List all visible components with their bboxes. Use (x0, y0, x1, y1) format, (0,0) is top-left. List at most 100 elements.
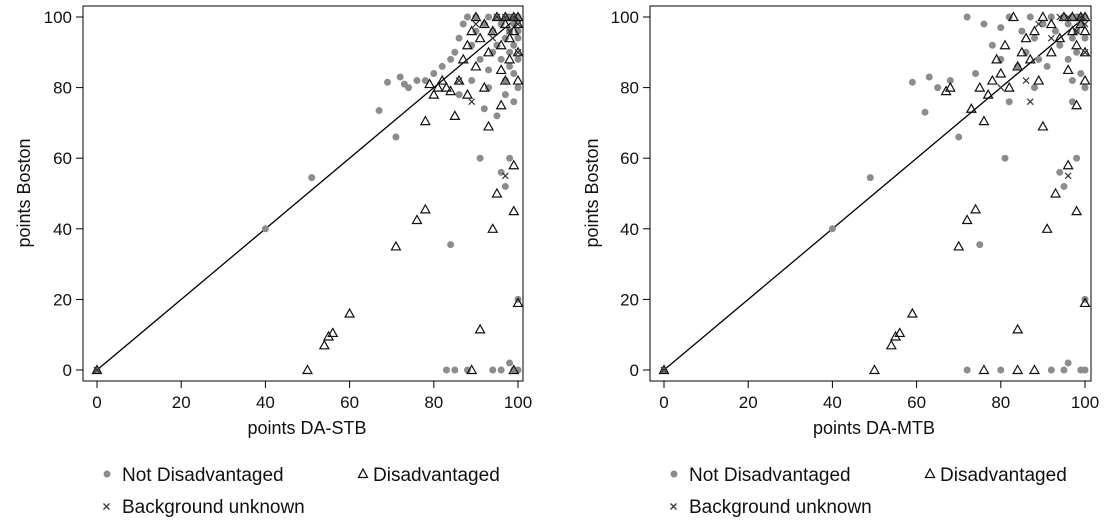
point-disadvantaged (999, 39, 1011, 50)
point-not-disadvantaged (396, 73, 404, 81)
point-not-disadvantaged (506, 359, 514, 367)
point-not-disadvantaged (1064, 20, 1072, 28)
point-disadvantaged (461, 88, 474, 99)
point-disadvantaged (1020, 32, 1032, 43)
point-background-unknown (501, 13, 509, 21)
point-disadvantaged (512, 18, 524, 29)
point-disadvantaged (906, 307, 918, 318)
point-not-disadvantaged (1081, 34, 1089, 42)
point-not-disadvantaged (1081, 84, 1089, 92)
point-background-unknown (1081, 48, 1089, 56)
point-disadvantaged (432, 81, 444, 92)
point-disadvantaged (1028, 25, 1041, 36)
point-not-disadvantaged (1064, 55, 1072, 63)
point-disadvantaged (1012, 364, 1024, 375)
legend-marker-background-unknown (670, 503, 677, 510)
point-disadvantaged (991, 53, 1003, 64)
x-tick-label: 20 (739, 393, 758, 412)
point-disadvantaged (953, 240, 965, 251)
point-not-disadvantaged (451, 366, 459, 374)
point-disadvantaged (504, 53, 516, 64)
point-not-disadvantaged (1060, 366, 1068, 374)
y-tick-label: 100 (44, 8, 72, 27)
point-not-disadvantaged (1001, 154, 1009, 162)
point-disadvantaged (1012, 60, 1024, 71)
point-not-disadvantaged (980, 20, 988, 28)
point-disadvantaged (1054, 32, 1066, 43)
point-not-disadvantaged (463, 366, 471, 374)
point-disadvantaged (1045, 46, 1057, 57)
x-tick-label: 40 (256, 393, 275, 412)
point-disadvantaged (1075, 18, 1087, 29)
point-not-disadvantaged (438, 62, 446, 70)
marks-left (91, 11, 524, 375)
point-disadvantaged (1062, 159, 1074, 170)
point-not-disadvantaged (480, 105, 488, 113)
point-not-disadvantaged (501, 91, 509, 99)
point-disadvantaged (91, 364, 103, 375)
point-not-disadvantaged (497, 20, 505, 28)
legend-label-not-disadvantaged: Not Disadvantaged (122, 465, 284, 486)
point-disadvantaged (466, 364, 478, 375)
point-not-disadvantaged (510, 41, 518, 49)
point-not-disadvantaged (497, 366, 505, 374)
point-not-disadvantaged (506, 154, 514, 162)
point-background-unknown (1026, 98, 1034, 106)
x-tick-label: 40 (823, 393, 842, 412)
point-background-unknown (660, 366, 668, 374)
legend-marker-not-disadvantaged (103, 470, 111, 478)
point-disadvantaged (499, 11, 511, 22)
point-disadvantaged (1058, 11, 1070, 22)
point-background-unknown (506, 27, 514, 35)
point-background-unknown (1064, 172, 1072, 180)
x-tick-label: 0 (92, 393, 101, 412)
point-not-disadvantaged (510, 69, 518, 77)
point-disadvantaged (965, 103, 977, 113)
point-disadvantaged (487, 223, 499, 233)
point-not-disadvantaged (447, 241, 455, 249)
legend-marker-background-unknown (103, 503, 110, 510)
point-not-disadvantaged (472, 27, 480, 35)
point-disadvantaged (986, 74, 998, 85)
point-background-unknown (514, 20, 522, 28)
point-disadvantaged (470, 11, 482, 22)
point-not-disadvantaged (455, 34, 463, 42)
point-not-disadvantaged (451, 48, 459, 56)
point-not-disadvantaged (1047, 13, 1055, 21)
point-not-disadvantaged (925, 73, 933, 81)
xticks-left: 0 20 40 60 80 100 (92, 381, 532, 412)
point-not-disadvantaged (514, 27, 522, 35)
point-disadvantaged (1016, 46, 1028, 57)
point-not-disadvantaged (493, 41, 501, 49)
point-not-disadvantaged (489, 366, 497, 374)
x-tick-label: 80 (424, 393, 443, 412)
point-not-disadvantaged (468, 77, 476, 85)
point-not-disadvantaged (997, 55, 1005, 63)
point-not-disadvantaged (1068, 77, 1076, 85)
point-disadvantaged (491, 11, 503, 22)
reference-line-45deg (663, 16, 1086, 371)
point-disadvantaged (1007, 11, 1019, 22)
y-tick-label: 20 (620, 290, 639, 309)
point-background-unknown (93, 366, 101, 374)
point-disadvantaged (474, 32, 486, 43)
point-disadvantaged (512, 74, 524, 85)
point-disadvantaged (466, 25, 478, 36)
point-disadvantaged (1066, 11, 1078, 22)
point-not-disadvantaged (497, 55, 505, 63)
point-disadvantaged (318, 339, 330, 350)
y-tick-label: 80 (53, 79, 72, 98)
point-not-disadvantaged (934, 84, 942, 92)
point-disadvantaged (508, 205, 520, 216)
point-disadvantaged (301, 364, 314, 375)
point-not-disadvantaged (468, 41, 476, 49)
point-background-unknown (1064, 13, 1072, 21)
point-disadvantaged (487, 25, 499, 36)
point-disadvantaged (995, 67, 1007, 78)
point-disadvantaged (982, 88, 994, 99)
point-not-disadvantaged (988, 41, 996, 49)
point-not-disadvantaged (476, 55, 484, 63)
plot-frame-right (649, 5, 1092, 382)
point-disadvantaged (449, 110, 461, 120)
